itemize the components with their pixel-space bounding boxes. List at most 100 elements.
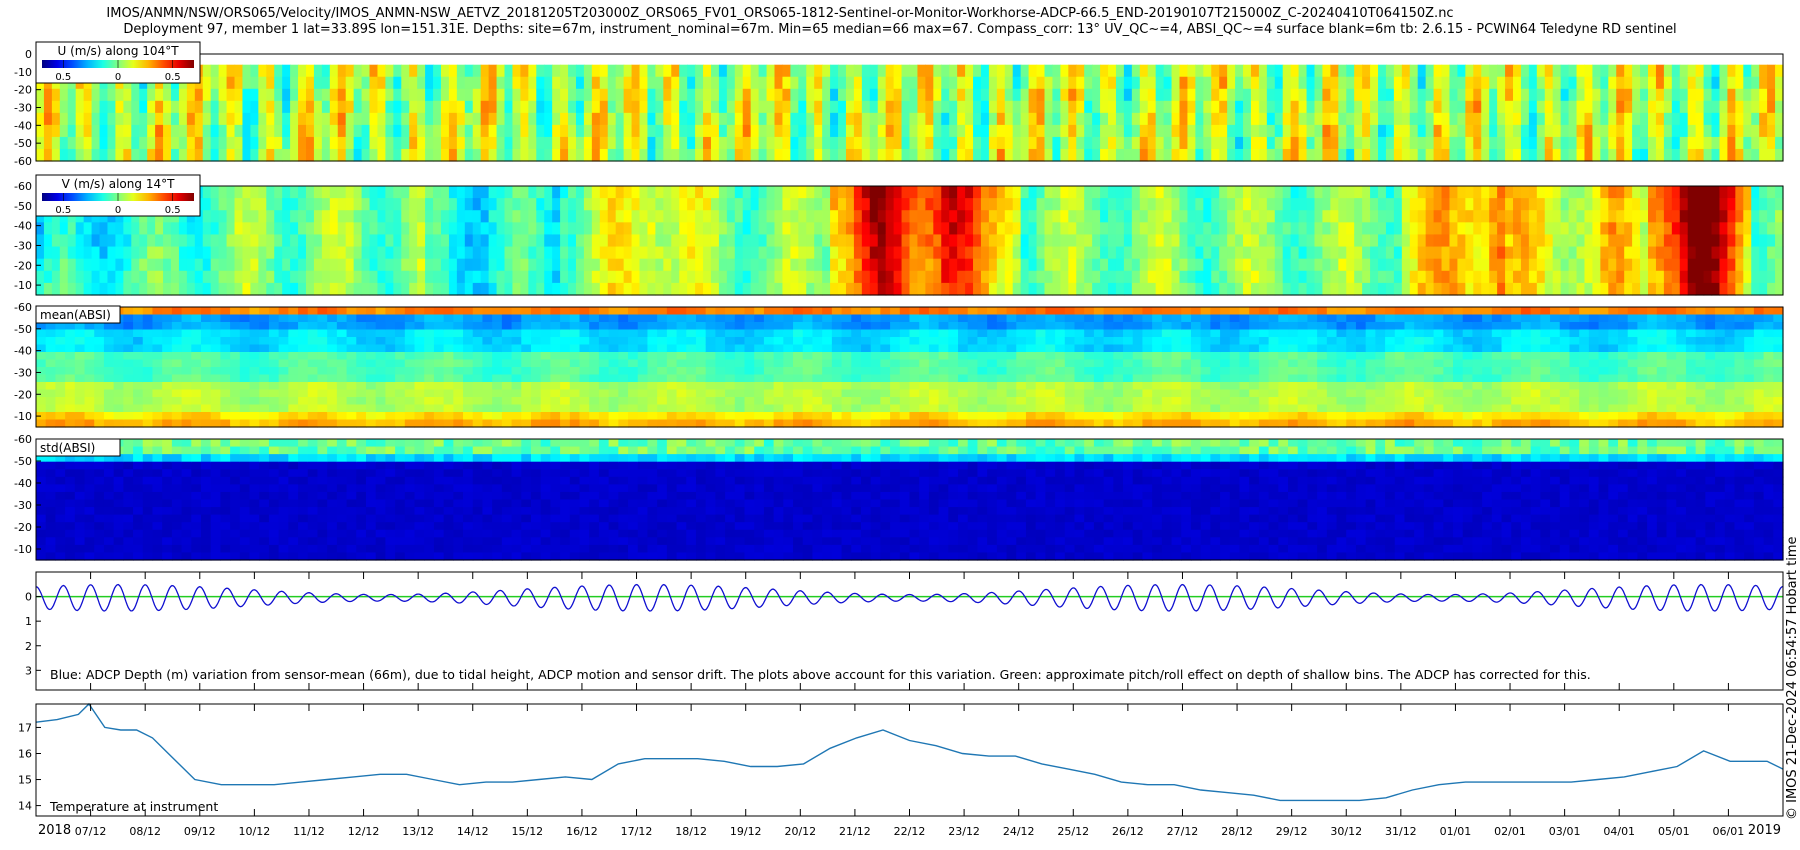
v-cell (1195, 270, 1204, 284)
mean-absi-cell (569, 329, 581, 338)
v-cell (1330, 186, 1339, 199)
mean-absi-cell (589, 374, 600, 383)
v-cell (1243, 258, 1252, 272)
v-cell (1441, 198, 1451, 211)
u-cell (988, 148, 998, 162)
mean-absi-cell (579, 344, 590, 353)
v-cell (1171, 234, 1181, 248)
u-cell (1195, 124, 1204, 138)
u-cell (1505, 100, 1514, 114)
u-cell (1449, 148, 1459, 162)
v-cell (440, 234, 450, 248)
u-cell (1465, 76, 1474, 90)
mean-absi-cell (84, 389, 95, 398)
mean-absi-cell (94, 359, 105, 368)
v-cell (242, 246, 251, 260)
mean-absi-cell (686, 322, 697, 331)
v-cell (313, 198, 323, 211)
v-cell (1663, 258, 1673, 272)
mean-absi-cell (686, 397, 697, 406)
u-cell (607, 100, 617, 114)
u-cell (536, 100, 545, 114)
u-cell (329, 148, 339, 162)
u-cell (1671, 148, 1681, 162)
v-cell (147, 234, 156, 248)
v-cell (456, 186, 466, 199)
mean-absi-cell (298, 344, 309, 353)
u-cell (1012, 112, 1022, 126)
mean-absi-cell (307, 397, 319, 406)
mean-absi-cell (65, 374, 76, 383)
v-cell (718, 234, 728, 248)
mean-absi-cell (133, 329, 144, 338)
u-cell (1441, 64, 1451, 78)
u-cell (321, 76, 331, 90)
u-cell (909, 88, 919, 102)
u-cell (607, 112, 617, 126)
u-cell (1306, 148, 1316, 162)
u-cell (766, 76, 776, 90)
v-cell (202, 282, 212, 296)
mean-absi-cell (763, 397, 775, 406)
u-cell (1115, 100, 1125, 114)
v-cell (1401, 234, 1411, 248)
mean-absi-cell (501, 329, 513, 338)
u-cell (282, 100, 291, 114)
v-cell (1481, 258, 1490, 272)
v-cell (631, 210, 641, 223)
u-cell (1155, 136, 1165, 150)
v-cell (639, 246, 649, 260)
mean-absi-cell (453, 322, 464, 331)
u-cell (528, 88, 537, 102)
v-cell (448, 234, 458, 248)
mean-absi-cell (123, 322, 134, 331)
u-cell (417, 148, 426, 162)
u-cell (1560, 100, 1570, 114)
v-cell (1465, 210, 1474, 223)
u-cell (425, 88, 434, 102)
v-cell (885, 234, 895, 248)
u-cell (1258, 112, 1268, 126)
v-cell (861, 258, 871, 272)
u-cell (464, 64, 474, 78)
mean-absi-cell (113, 337, 124, 346)
u-cell (1616, 124, 1625, 138)
v-cell (671, 222, 680, 236)
u-cell (1568, 112, 1578, 126)
v-cell (440, 222, 450, 236)
v-cell (67, 234, 77, 248)
u-cell (838, 64, 847, 78)
mean-absi-cell (162, 397, 173, 406)
v-cell (623, 198, 633, 211)
u-cell (425, 112, 434, 126)
mean-absi-cell (259, 419, 270, 428)
u-cell (282, 136, 291, 150)
mean-absi-cell (162, 382, 173, 391)
u-cell (1282, 100, 1292, 114)
v-cell (1528, 222, 1538, 236)
u-cell (623, 100, 633, 114)
u-cell (226, 76, 236, 90)
u-cell (1235, 76, 1244, 90)
v-cell (321, 222, 331, 236)
u-cell (1084, 124, 1093, 138)
v-cell (329, 198, 339, 211)
v-cell (139, 258, 148, 272)
u-cell (1695, 124, 1705, 138)
u-cell (1409, 124, 1419, 138)
u-cell (1767, 124, 1776, 138)
u-cell (1195, 88, 1204, 102)
u-cell (893, 124, 903, 138)
u-cell (1608, 148, 1617, 162)
v-cell (1759, 246, 1768, 260)
mean-absi-cell (249, 367, 260, 376)
mean-absi-cell (647, 307, 658, 316)
u-cell (163, 112, 172, 126)
v-cell (980, 246, 990, 260)
mean-absi-cell (171, 359, 183, 368)
u-cell (1608, 112, 1617, 126)
mean-absi-cell (171, 329, 183, 338)
u-cell (1401, 64, 1411, 78)
u-cell (1211, 76, 1220, 90)
v-cell (663, 234, 672, 248)
